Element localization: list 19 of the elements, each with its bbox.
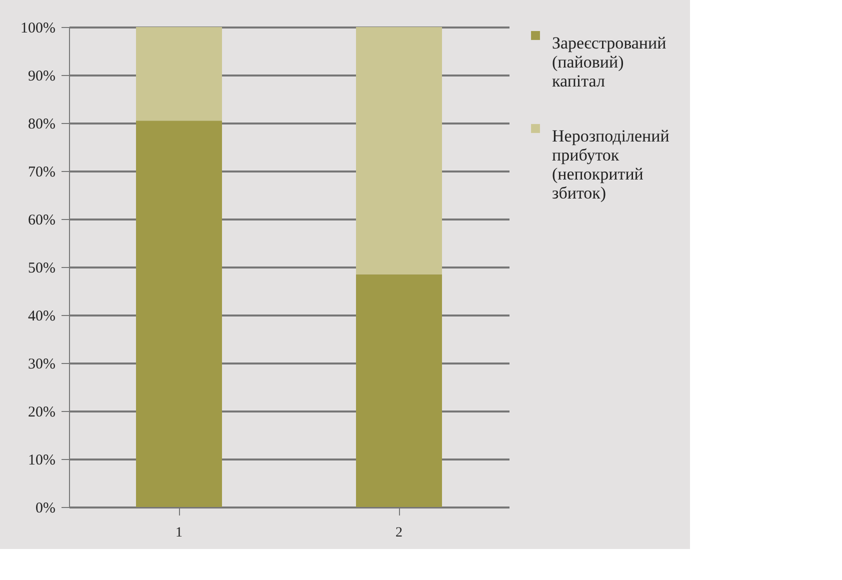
bar: [356, 274, 442, 507]
legend-label: Зареєстрований (пайовий) капітал: [552, 34, 666, 90]
y-tick-label: 100%: [20, 20, 56, 36]
y-tick-label: 40%: [28, 308, 56, 324]
y-tick-label: 30%: [28, 356, 56, 372]
y-tick-label: 90%: [28, 68, 56, 84]
x-tick-label: 2: [396, 526, 402, 540]
x-tick-label: 1: [176, 526, 182, 540]
y-tick-label: 50%: [28, 260, 56, 276]
bar: [356, 27, 442, 274]
bar: [136, 27, 222, 121]
bar: [136, 120, 222, 507]
y-tick-label: 80%: [28, 116, 56, 132]
y-tick-label: 70%: [28, 164, 56, 180]
y-tick-label: 60%: [28, 212, 56, 228]
y-tick-label: 0%: [36, 500, 56, 516]
y-tick-label: 20%: [28, 404, 56, 420]
legend-label: Нерозподілений прибуток (непокритий збиток): [552, 126, 670, 202]
y-tick-label: 10%: [28, 452, 56, 468]
